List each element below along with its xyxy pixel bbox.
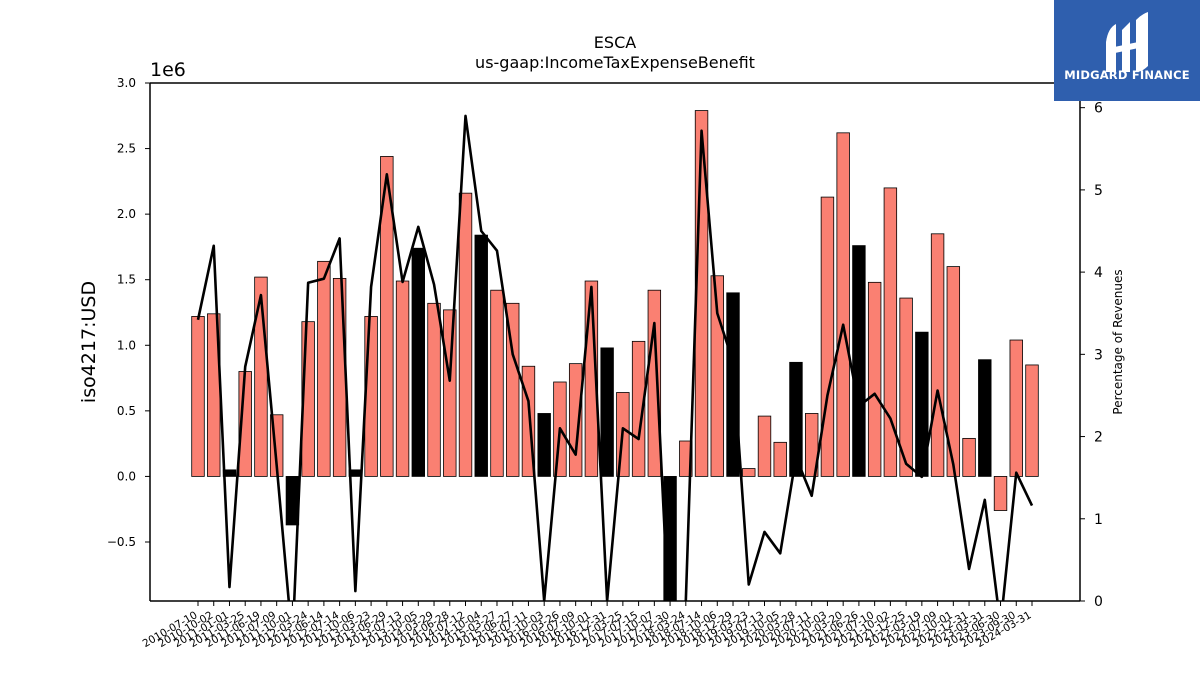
bar (993, 476, 1008, 511)
chart-title: ESCA (594, 33, 636, 52)
y2-tick-label: 6 (1094, 101, 1103, 117)
bar (805, 413, 819, 477)
bar (930, 233, 945, 477)
y2-axis-label: Percentage of Revenues (1111, 269, 1125, 414)
bar (962, 437, 976, 477)
y2-tick-label: 4 (1094, 265, 1103, 281)
bar (537, 413, 551, 477)
bar (757, 415, 772, 477)
y2-tick-label: 5 (1094, 183, 1103, 199)
bar (679, 440, 693, 477)
bar (631, 340, 646, 477)
y-tick-label: 1.5 (117, 273, 136, 287)
bar (395, 280, 410, 477)
bar (380, 156, 394, 477)
bar (317, 260, 331, 477)
y-offset-label: 1e6 (150, 59, 186, 81)
bar (600, 347, 614, 477)
y-tick-label: 1.0 (117, 338, 136, 352)
bar (443, 309, 457, 477)
bar (789, 361, 803, 477)
bar (427, 302, 441, 477)
bar (458, 192, 473, 477)
bar (773, 441, 787, 477)
bar (647, 289, 662, 477)
logo-mark-icon (1106, 12, 1148, 72)
y-tick-label: 2.5 (117, 142, 136, 156)
logo-text: MIDGARD FINANCE (1064, 68, 1190, 82)
bar (1009, 339, 1023, 477)
bar (978, 359, 992, 477)
y-tick-label: 0.0 (117, 469, 136, 483)
bar (411, 247, 426, 477)
bar (836, 132, 850, 477)
y-axis-label: iso4217:USD (78, 281, 100, 403)
bar (946, 266, 961, 477)
bar (474, 234, 488, 477)
y-tick-label: 3.0 (117, 76, 136, 90)
y2-tick-label: 0 (1094, 594, 1103, 610)
bar (899, 297, 913, 477)
y2-tick-label: 3 (1094, 347, 1103, 363)
bar (742, 468, 756, 477)
bar (506, 302, 520, 477)
chart-subtitle: us-gaap:IncomeTaxExpenseBenefit (475, 53, 755, 72)
bar (867, 281, 882, 477)
bar (1025, 364, 1039, 477)
y-tick-label: 2.0 (117, 207, 136, 221)
y-tick-label: −0.5 (107, 535, 136, 549)
y2-tick-label: 2 (1094, 430, 1103, 446)
y-tick-label: 0.5 (117, 404, 136, 418)
percentage-line (196, 114, 1034, 601)
midgard-finance-logo: MIDGARD FINANCE (1054, 0, 1200, 101)
bar (820, 196, 835, 477)
bar (883, 187, 898, 477)
bar (726, 292, 740, 477)
bar (490, 289, 504, 477)
y2-tick-label: 1 (1094, 512, 1103, 528)
bar (852, 245, 866, 477)
bar (191, 316, 205, 477)
